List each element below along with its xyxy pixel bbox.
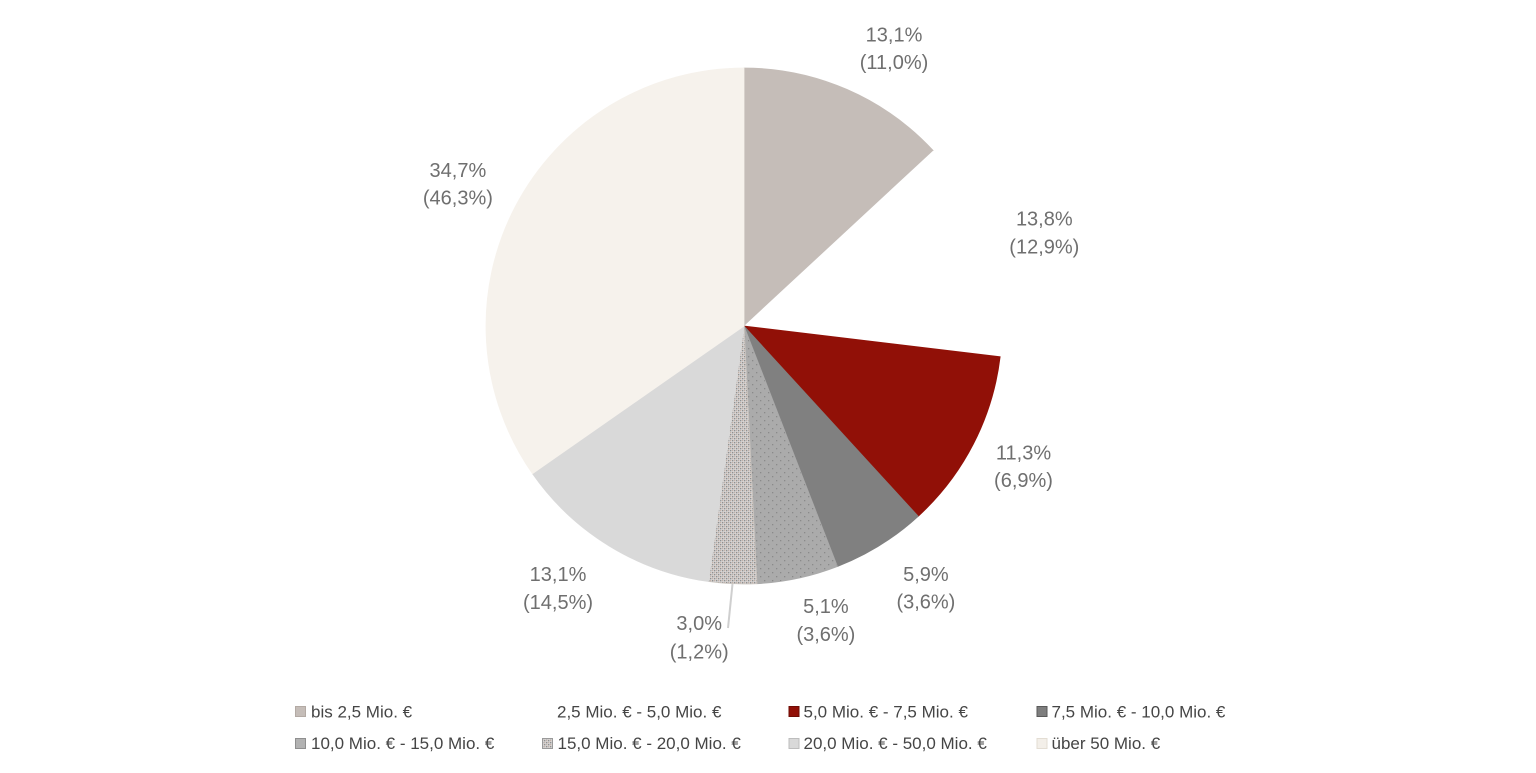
svg-text:11,3%: 11,3% <box>996 442 1051 464</box>
svg-text:(3,6%): (3,6%) <box>896 591 955 613</box>
svg-text:10,0 Mio. € - 15,0 Mio. €: 10,0 Mio. € - 15,0 Mio. € <box>311 734 495 753</box>
svg-text:(46,3%): (46,3%) <box>423 188 493 210</box>
svg-text:(1,2%): (1,2%) <box>670 642 729 664</box>
svg-text:13,1%: 13,1% <box>530 564 587 586</box>
svg-text:(14,5%): (14,5%) <box>523 592 593 614</box>
svg-text:5,1%: 5,1% <box>803 596 849 618</box>
svg-text:5,0 Mio. € - 7,5 Mio. €: 5,0 Mio. € - 7,5 Mio. € <box>804 703 969 722</box>
svg-text:34,7%: 34,7% <box>430 160 487 182</box>
svg-text:2,5 Mio. € - 5,0 Mio. €: 2,5 Mio. € - 5,0 Mio. € <box>557 703 722 722</box>
svg-text:bis 2,5 Mio. €: bis 2,5 Mio. € <box>311 703 413 722</box>
svg-text:über 50 Mio. €: über 50 Mio. € <box>1052 734 1161 753</box>
svg-text:(11,0%): (11,0%) <box>860 52 929 74</box>
svg-text:13,8%: 13,8% <box>1016 209 1073 231</box>
svg-text:7,5 Mio. € - 10,0 Mio. €: 7,5 Mio. € - 10,0 Mio. € <box>1052 703 1226 722</box>
svg-text:3,0%: 3,0% <box>676 613 722 635</box>
svg-text:20,0 Mio. € - 50,0 Mio. €: 20,0 Mio. € - 50,0 Mio. € <box>804 734 988 753</box>
svg-text:13,1%: 13,1% <box>866 25 923 47</box>
svg-text:(6,9%): (6,9%) <box>994 470 1053 492</box>
svg-text:(12,9%): (12,9%) <box>1009 237 1079 259</box>
svg-text:(3,6%): (3,6%) <box>796 624 855 646</box>
svg-text:15,0 Mio. € - 20,0 Mio. €: 15,0 Mio. € - 20,0 Mio. € <box>558 734 742 753</box>
svg-text:5,9%: 5,9% <box>903 564 949 586</box>
